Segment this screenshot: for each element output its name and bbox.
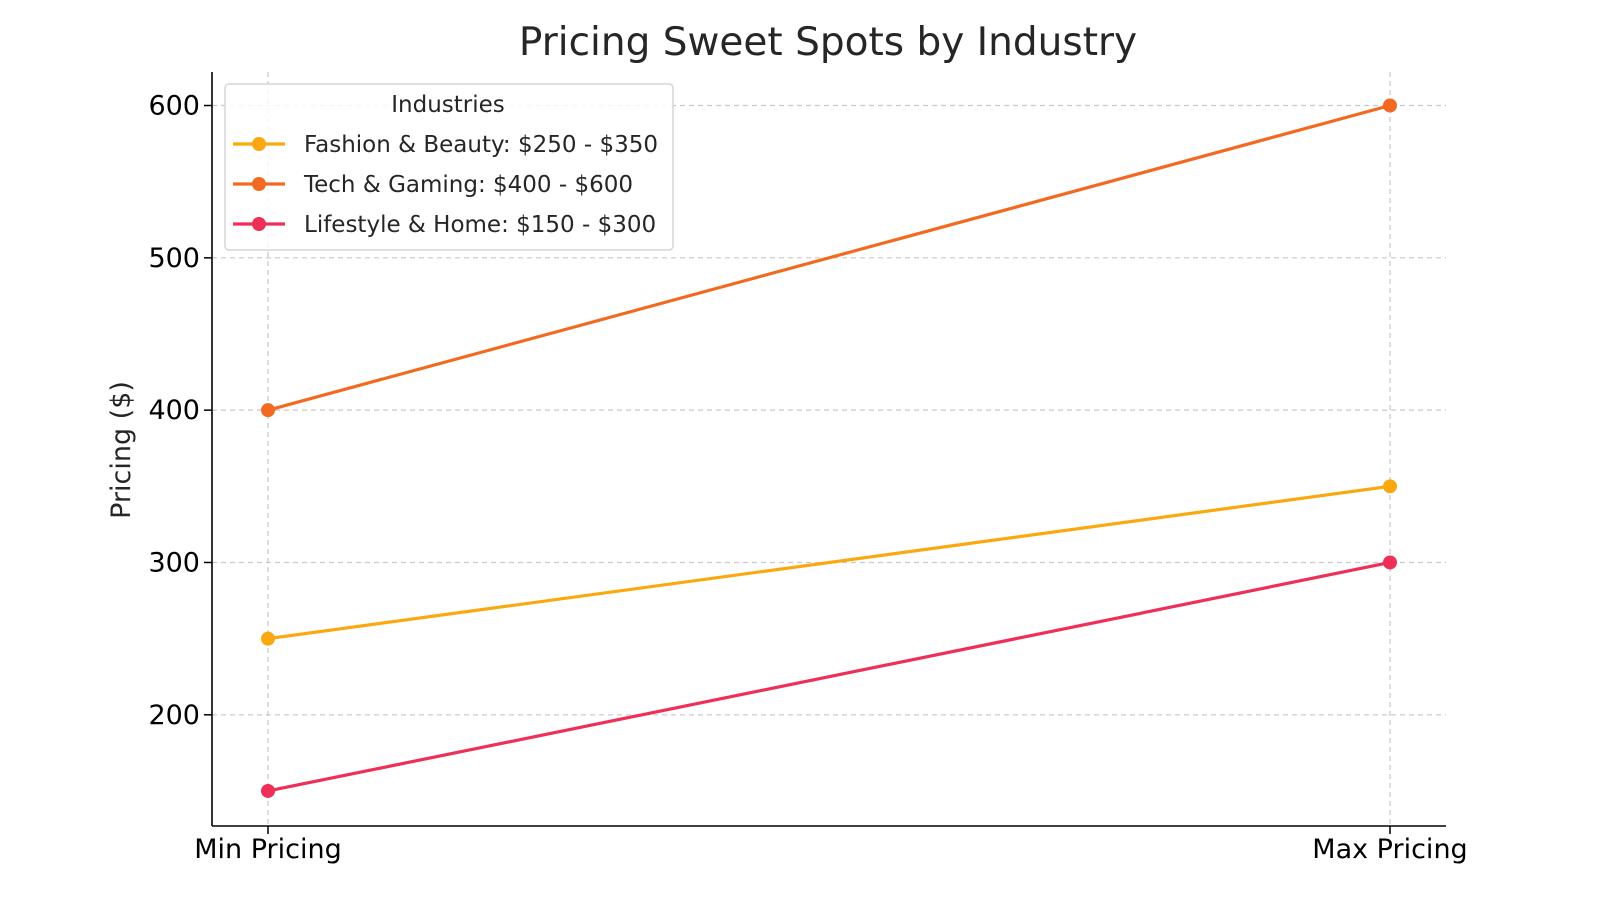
legend-box xyxy=(224,83,674,251)
chart-title: Pricing Sweet Spots by Industry xyxy=(519,20,1137,65)
legend-title: Industries xyxy=(391,92,505,118)
y-axis-label: Pricing ($) xyxy=(106,381,137,519)
legend-marker xyxy=(252,217,266,231)
series-line xyxy=(267,484,1391,641)
data-point xyxy=(261,403,275,418)
data-point xyxy=(1383,479,1397,494)
data-point xyxy=(1383,555,1397,570)
series-layer xyxy=(261,98,1397,798)
legend: Industries Fashion & Beauty: $250 - $350 T… xyxy=(224,83,674,251)
x-tick-label: Max Pricing xyxy=(1312,834,1467,865)
y-tick-label: 400 xyxy=(148,395,200,426)
legend-marker xyxy=(252,177,266,191)
y-tick-label: 200 xyxy=(148,700,200,731)
y-tick-label: 600 xyxy=(148,91,200,122)
data-point xyxy=(261,631,275,646)
series-line xyxy=(267,103,1391,412)
legend-marker xyxy=(252,137,266,151)
legend-label: Fashion & Beauty: $250 - $350 xyxy=(304,132,658,158)
legend-label: Tech & Gaming: $400 - $600 xyxy=(303,172,633,198)
x-tick-label: Min Pricing xyxy=(194,834,342,865)
legend-label: Lifestyle & Home: $150 - $300 xyxy=(304,212,656,238)
data-point xyxy=(261,783,275,798)
axes-layer: 200 300 400 500 600 Min Pricing Max Pricing xyxy=(148,72,1468,865)
series-line xyxy=(267,560,1391,793)
y-tick-label: 500 xyxy=(148,243,200,274)
data-point xyxy=(1383,98,1397,113)
y-tick-label: 300 xyxy=(148,547,200,578)
